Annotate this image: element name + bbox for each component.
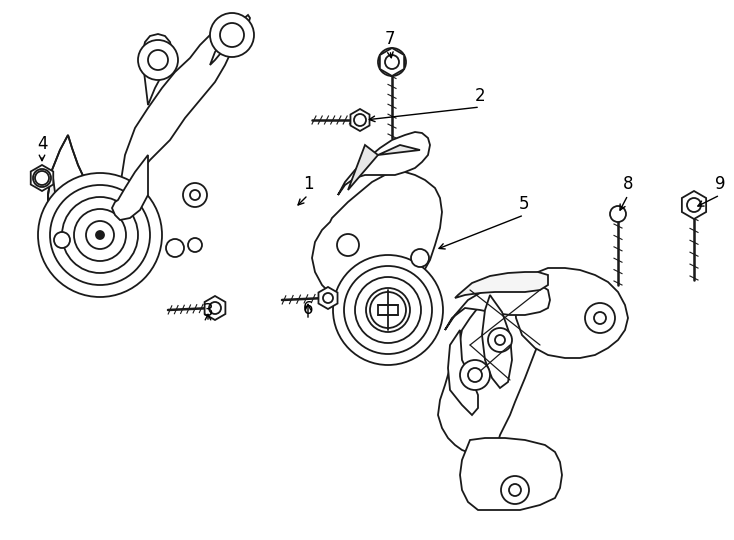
Polygon shape bbox=[515, 268, 628, 358]
Circle shape bbox=[74, 209, 126, 261]
Circle shape bbox=[585, 303, 615, 333]
Circle shape bbox=[594, 312, 606, 324]
Polygon shape bbox=[460, 438, 562, 510]
Polygon shape bbox=[350, 109, 369, 131]
Circle shape bbox=[355, 277, 421, 343]
Circle shape bbox=[610, 206, 626, 222]
Circle shape bbox=[50, 185, 150, 285]
Circle shape bbox=[411, 249, 429, 267]
Circle shape bbox=[209, 302, 221, 314]
Text: 3: 3 bbox=[203, 302, 214, 320]
Text: 8: 8 bbox=[622, 175, 633, 193]
Polygon shape bbox=[448, 330, 478, 415]
Circle shape bbox=[183, 183, 207, 207]
Polygon shape bbox=[319, 287, 338, 309]
Circle shape bbox=[166, 239, 184, 257]
Circle shape bbox=[468, 368, 482, 382]
Polygon shape bbox=[112, 155, 148, 220]
Circle shape bbox=[323, 293, 333, 303]
Circle shape bbox=[54, 232, 70, 248]
Text: 2: 2 bbox=[475, 87, 485, 105]
FancyBboxPatch shape bbox=[378, 305, 398, 315]
Text: 9: 9 bbox=[715, 175, 725, 193]
Circle shape bbox=[385, 55, 399, 69]
Polygon shape bbox=[338, 132, 430, 195]
Polygon shape bbox=[48, 135, 142, 287]
Polygon shape bbox=[348, 145, 378, 190]
Circle shape bbox=[96, 231, 104, 239]
Circle shape bbox=[33, 169, 51, 187]
Polygon shape bbox=[482, 295, 512, 388]
Polygon shape bbox=[118, 28, 235, 200]
Circle shape bbox=[509, 484, 521, 496]
Polygon shape bbox=[682, 191, 706, 219]
Polygon shape bbox=[455, 272, 548, 298]
Polygon shape bbox=[210, 15, 250, 65]
Circle shape bbox=[188, 238, 202, 252]
Text: 6: 6 bbox=[302, 300, 313, 318]
Polygon shape bbox=[378, 145, 420, 155]
Polygon shape bbox=[205, 296, 225, 320]
Circle shape bbox=[62, 197, 138, 273]
Text: 1: 1 bbox=[302, 175, 313, 193]
Circle shape bbox=[38, 173, 162, 297]
Polygon shape bbox=[312, 172, 442, 315]
Circle shape bbox=[366, 288, 410, 332]
Circle shape bbox=[333, 255, 443, 365]
Circle shape bbox=[460, 360, 490, 390]
Circle shape bbox=[488, 328, 512, 352]
Circle shape bbox=[138, 40, 178, 80]
Circle shape bbox=[220, 23, 244, 47]
Circle shape bbox=[376, 298, 400, 322]
Polygon shape bbox=[31, 165, 54, 191]
Text: 5: 5 bbox=[519, 195, 529, 213]
Text: 7: 7 bbox=[385, 30, 395, 48]
Polygon shape bbox=[48, 170, 90, 278]
Polygon shape bbox=[142, 34, 172, 105]
Circle shape bbox=[344, 266, 432, 354]
Polygon shape bbox=[380, 48, 404, 76]
Text: 4: 4 bbox=[37, 135, 47, 153]
Circle shape bbox=[354, 114, 366, 126]
Circle shape bbox=[337, 234, 359, 256]
Circle shape bbox=[687, 198, 701, 212]
Polygon shape bbox=[438, 278, 550, 455]
Circle shape bbox=[210, 13, 254, 57]
Circle shape bbox=[495, 335, 505, 345]
Circle shape bbox=[370, 292, 406, 328]
Circle shape bbox=[378, 48, 406, 76]
Circle shape bbox=[501, 476, 529, 504]
Polygon shape bbox=[445, 283, 550, 330]
Circle shape bbox=[148, 50, 168, 70]
Circle shape bbox=[190, 190, 200, 200]
Circle shape bbox=[35, 171, 49, 185]
Circle shape bbox=[86, 221, 114, 249]
